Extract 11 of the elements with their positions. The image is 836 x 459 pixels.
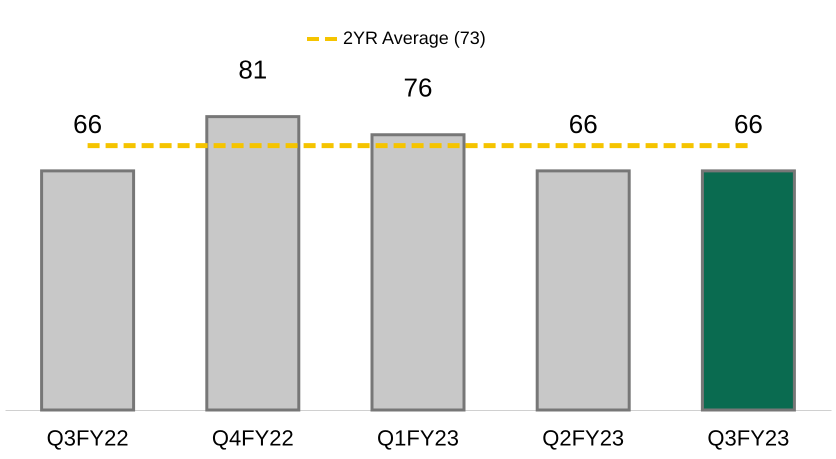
data-label: 66 — [734, 108, 763, 139]
data-label: 66 — [73, 108, 102, 139]
data-label: 66 — [568, 108, 598, 139]
x-tick-label: Q1FY23 — [377, 426, 459, 450]
x-tick-label: Q3FY22 — [46, 426, 129, 450]
data-label: 76 — [404, 72, 432, 103]
data-label: 81 — [238, 54, 268, 85]
x-tick-label: Q4FY22 — [212, 426, 294, 450]
x-tick-label: Q3FY23 — [707, 426, 790, 450]
legend-label: 2YR Average (73) — [343, 28, 486, 48]
x-tick-label: Q2FY23 — [542, 426, 624, 450]
